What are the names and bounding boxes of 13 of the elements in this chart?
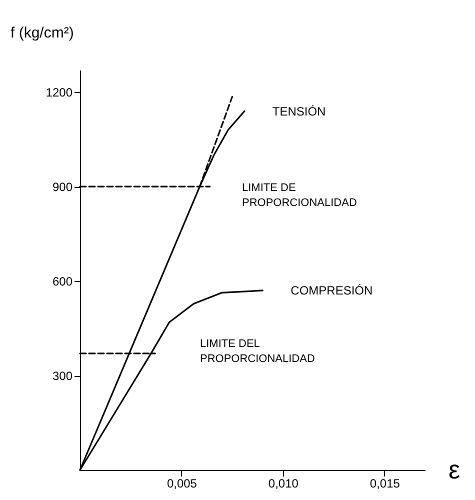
x-tick-label: 0,010	[268, 476, 299, 490]
y-tick-label: 1200	[46, 86, 73, 100]
y-tick-label: 900	[52, 180, 73, 194]
x-tick-label: 0,015	[370, 476, 400, 490]
text: COMPRESIÓN	[290, 283, 373, 298]
x-axis-title: ε	[448, 454, 460, 484]
text: TENSIÓN	[272, 104, 326, 118]
y-tick-label: 300	[52, 369, 73, 384]
y-axis-title: f (kg/cm²)	[10, 24, 74, 42]
annotation: LIMITE DE PROPORCIONALIDAD	[242, 182, 357, 209]
x-tick-label: 0,005	[166, 476, 198, 490]
annotation: LIMITE DEL PROPORCIONALIDAD	[200, 338, 315, 365]
y-tick-label: 600	[52, 274, 73, 289]
